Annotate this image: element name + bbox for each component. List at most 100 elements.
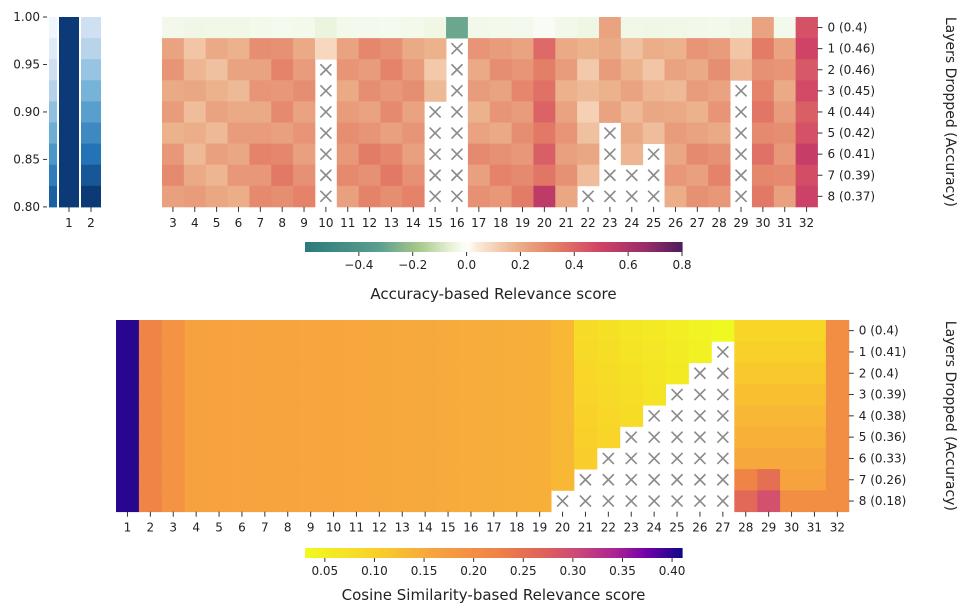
colorbar-bottom-seg-119 [678, 548, 683, 558]
heatmap-cell-17-0 [467, 17, 491, 39]
colorbar-top-seg-96 [606, 242, 611, 252]
colorbar-bottom-seg-18 [361, 548, 366, 558]
cos-col-label-26: 26 [692, 521, 707, 535]
heatmap-cell-28-0 [708, 17, 731, 39]
cos-heatmap-cell-19-3 [528, 383, 552, 406]
colorbar-top-seg-39 [427, 242, 432, 252]
dropped-mark-29-3-b [734, 84, 748, 97]
cos-dropped-mark-23-5-b [625, 431, 638, 444]
colorbar-top-seg-87 [578, 242, 583, 252]
colorbar-bottom-seg-56 [480, 548, 485, 558]
cos-heatmap-cell-15-4 [436, 405, 460, 427]
side-strip-cell-7 [49, 164, 57, 187]
heatmap-cell-32-7 [795, 164, 818, 187]
cos-heatmap-cell-15-6 [436, 447, 460, 470]
colorbar-top-seg-104 [631, 242, 636, 252]
cos-heatmap-cell-20-4 [551, 405, 575, 427]
heatmap-cell-32-2 [795, 59, 818, 81]
side-strip-cell-5 [49, 122, 57, 145]
heatmap-cell-14-1 [402, 38, 425, 60]
colorbar-bottom-seg-7 [326, 548, 331, 558]
cos-row-label-4: 4 (0.38) [859, 409, 907, 423]
colorbar-top-seg-89 [584, 242, 589, 252]
cos-heatmap-cell-22-3 [596, 383, 621, 406]
heatmap-cell-6-5 [227, 122, 250, 144]
cos-heatmap-cell-27-0 [711, 320, 735, 342]
cos-heatmap-cell-10-0 [322, 320, 346, 342]
cos-heatmap-cell-19-1 [528, 341, 552, 363]
heatmap-cell-28-8 [708, 185, 731, 208]
colorbar-bottom-tick-label-0: 0.05 [311, 564, 338, 578]
cos-dropped-mark-25-6-b [670, 452, 684, 465]
cos-heatmap-cell-4-6 [184, 447, 208, 470]
side-bar-cell-2-0 [81, 17, 101, 39]
heatmap-cell-5-8 [205, 185, 228, 208]
heatmap-cell-32-1 [795, 38, 818, 60]
row-label-4: 4 (0.44) [828, 105, 876, 119]
ytick-label-0: 1.00 [13, 10, 40, 24]
colorbar-bottom-seg-105 [634, 548, 639, 558]
heatmap-cell-24-6 [620, 143, 644, 166]
cos-dropped-mark-26-8-b [693, 494, 707, 508]
heatmap-cell-3-0 [162, 17, 185, 39]
heatmap-cell-28-5 [708, 122, 731, 144]
cos-heatmap-cell-30-4 [780, 405, 804, 427]
col-label-30: 30 [755, 216, 770, 230]
col-label-6: 6 [235, 216, 243, 230]
colorbar-top-seg-88 [581, 242, 586, 252]
colorbar-top-seg-56 [480, 242, 485, 252]
cos-heatmap-cell-13-2 [390, 362, 415, 385]
heatmap-cell-14-4 [402, 101, 425, 123]
colorbar-top-seg-69 [521, 242, 526, 252]
heatmap-cell-18-2 [489, 59, 512, 81]
col-label-21: 21 [559, 216, 574, 230]
heatmap-cell-31-6 [773, 143, 797, 166]
colorbar-top-seg-107 [641, 242, 645, 252]
colorbar-bottom-seg-30 [399, 548, 403, 558]
colorbar-top-seg-119 [678, 242, 683, 252]
cos-heatmap-cell-8-7 [276, 469, 300, 491]
cos-heatmap-cell-19-2 [528, 362, 552, 385]
heatmap-cell-18-4 [489, 101, 512, 123]
cos-heatmap-cell-16-6 [459, 447, 483, 470]
heatmap-cell-12-4 [358, 101, 381, 123]
colorbar-top-seg-17 [358, 242, 363, 252]
colorbar-bottom-seg-64 [506, 548, 510, 558]
cos-heatmap-cell-20-3 [551, 383, 575, 406]
colorbar-top-seg-24 [380, 242, 385, 252]
colorbar-bottom-seg-25 [383, 548, 388, 558]
heatmap-cell-18-5 [489, 122, 512, 144]
colorbar-bottom-seg-0 [305, 548, 309, 558]
colorbar-top-seg-12 [342, 242, 347, 252]
heatmap-cell-22-7 [577, 164, 600, 187]
cos-heatmap-cell-13-7 [390, 469, 415, 491]
cos-heatmap-cell-16-3 [459, 383, 483, 406]
cos-heatmap-cell-20-5 [551, 426, 575, 449]
cos-col-label-16: 16 [463, 521, 478, 535]
side-strip-cell-8 [49, 185, 57, 208]
cos-heatmap-cell-8-4 [276, 405, 300, 427]
colorbar-top-seg-26 [386, 242, 391, 252]
heatmap-cell-12-8 [358, 185, 381, 208]
colorbar-bottom-seg-49 [458, 548, 463, 558]
heatmap-cell-27-8 [686, 185, 709, 208]
cos-heatmap-cell-10-6 [322, 447, 346, 470]
cos-heatmap-cell-10-7 [322, 469, 346, 491]
cos-heatmap-cell-7-8 [253, 490, 277, 513]
colorbar-bottom-seg-21 [370, 548, 375, 558]
colorbar-bottom-seg-47 [452, 548, 457, 558]
colorbar-bottom-seg-72 [531, 548, 535, 558]
cos-heatmap-cell-14-2 [413, 362, 437, 385]
heatmap-cell-17-6 [467, 143, 491, 166]
dropped-mark-22-8-b [582, 190, 595, 203]
colorbar-bottom-seg-48 [455, 548, 460, 558]
heatmap-cell-20-4 [533, 101, 556, 123]
heatmap-cell-14-3 [402, 80, 425, 102]
cos-col-label-4: 4 [192, 521, 200, 535]
cos-dropped-mark-26-4-b [693, 409, 707, 422]
col-label-9: 9 [300, 216, 308, 230]
heatmap-cell-3-4 [162, 101, 185, 123]
colorbar-bottom-seg-85 [572, 548, 576, 558]
cos-heatmap-cell-10-4 [322, 405, 346, 427]
